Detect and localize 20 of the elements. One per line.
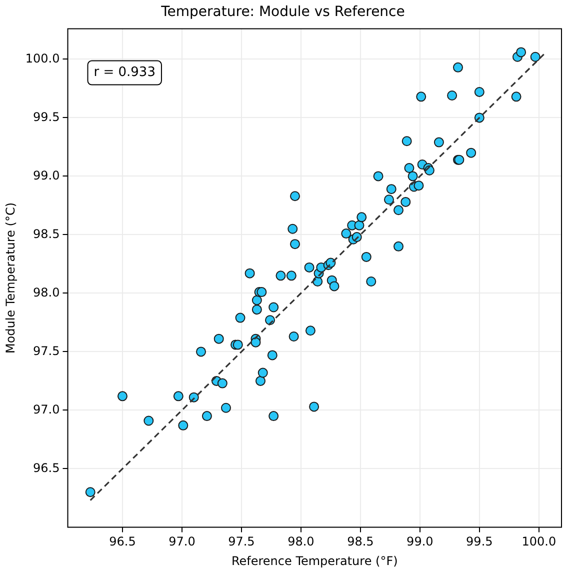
y-axis-title: Module Temperature (°C): [3, 202, 18, 354]
x-tick-label: 97.5: [228, 534, 255, 549]
y-tick-label: 99.5: [33, 110, 60, 124]
x-tick-label: 99.5: [466, 534, 493, 549]
y-tick-label: 99.0: [33, 168, 60, 182]
x-tick-label: 97.0: [168, 534, 196, 549]
y-tick-label: 97.5: [33, 344, 60, 358]
annotation: r = 0.933: [94, 65, 156, 80]
x-axis-title: Reference Temperature (°F): [231, 554, 398, 568]
x-tick-label: 96.5: [109, 534, 136, 549]
y-tick-label: 100.0: [25, 51, 60, 66]
x-tick-label: 98.5: [347, 534, 374, 549]
y-tick-label: 98.0: [33, 285, 60, 300]
y-tick-label: 97.0: [33, 402, 60, 416]
x-tick-label: 98.0: [288, 534, 314, 549]
chart-title: Temperature: Module vs Reference: [160, 4, 405, 20]
y-tick-label: 98.5: [33, 226, 60, 241]
x-tick-label: 99.0: [406, 534, 434, 549]
y-tick-label: 96.5: [33, 460, 60, 475]
x-tick-label: 100.0: [522, 534, 556, 549]
